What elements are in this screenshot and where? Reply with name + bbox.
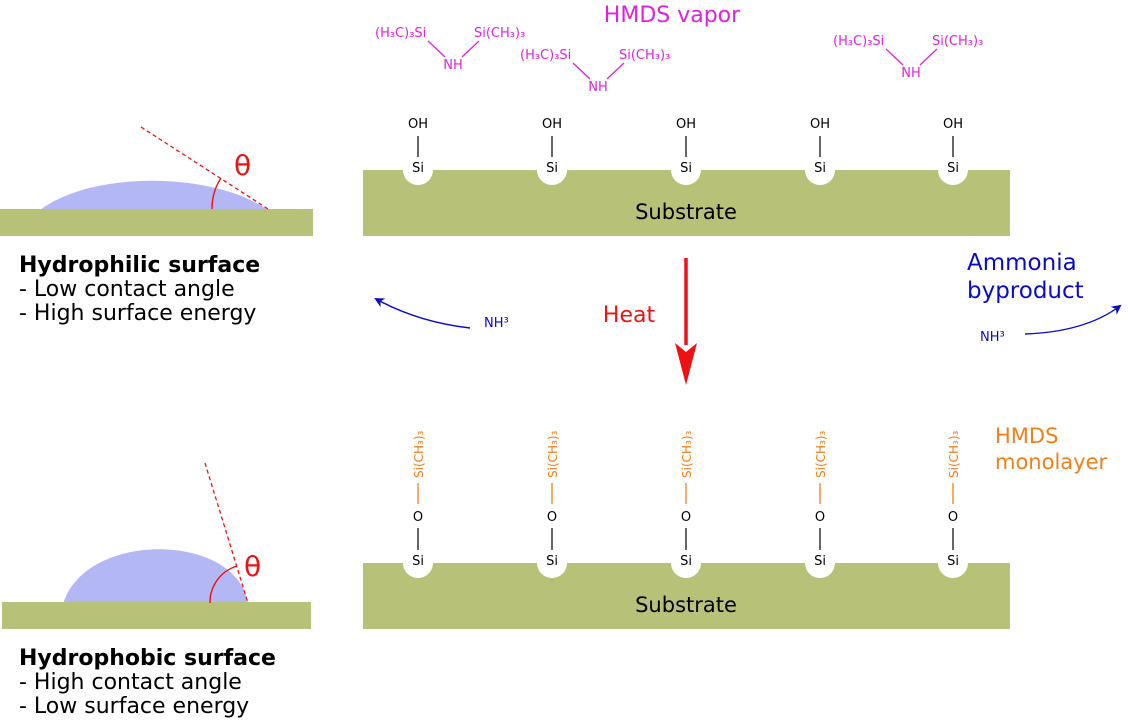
silanol-group: OH Si [542,117,562,176]
silanol-group: OH Si [943,117,963,176]
trimethylsilyl-label: Si(CH₃)₃ [546,430,560,478]
hydrophobic-title: Hydrophobic surface [19,646,276,671]
monolayer-label-line1: HMDS [995,424,1058,448]
hydrophobic-line2: - Low surface energy [19,694,249,719]
ammonia-label-line2: byproduct [967,278,1084,304]
hydrophilic-title: Hydrophilic surface [19,253,260,278]
hmds-left-group: (H₃C)₃Si [520,48,571,63]
substrate-bottom-label: Substrate [635,593,737,617]
hmds-nh: NH [588,80,608,95]
heat-arrow [675,258,697,385]
monolayer-label-line2: monolayer [995,450,1108,474]
hmds-nh: NH [901,66,921,81]
hydroxyl-label: OH [408,117,428,132]
silicon-label: Si [412,161,424,176]
oxygen-label: O [815,510,825,525]
silyl-ether-group: Si(CH₃)₃ O Si [680,430,694,569]
silicon-label: Si [680,161,692,176]
contact-angle-arc [211,177,222,210]
trimethylsilyl-label: Si(CH₃)₃ [680,430,694,478]
trimethylsilyl-label: Si(CH₃)₃ [814,430,828,478]
silicon-label: Si [947,554,959,569]
hydrophobic-droplet-figure: θ [2,462,311,629]
trimethylsilyl-label: Si(CH₃)₃ [947,430,961,478]
silicon-label: Si [814,554,826,569]
ammonia-arrow-left [374,298,471,329]
hmds-vapor-title: HMDS vapor [604,3,741,28]
hmds-nh: NH [443,58,463,73]
hydrophilic-line1: - Low contact angle [19,277,235,302]
ammonia-arrow-right [1024,304,1122,335]
contact-angle-arc [209,565,238,604]
theta-symbol: θ [244,550,261,583]
hydroxyl-label: OH [676,117,696,132]
ammonia-label-line1: Ammonia [967,250,1077,276]
hydrophilic-droplet-figure: θ [0,126,313,236]
hydrophilic-line2: - High surface energy [19,301,256,326]
oxygen-label: O [681,510,691,525]
silicon-label: Si [947,161,959,176]
trimethylsilyl-label: Si(CH₃)₃ [412,430,426,478]
hmds-molecule: (H₃C)₃Si Si(CH₃)₃ NH [520,48,670,95]
heat-label: Heat [603,303,656,328]
silicon-label: Si [546,161,558,176]
ammonia-formula-left: NH³ [484,316,509,331]
silanol-group: OH Si [676,117,696,176]
oxygen-label: O [547,510,557,525]
oxygen-label: O [413,510,423,525]
silyl-ether-group: Si(CH₃)₃ O Si [814,430,828,569]
silyl-ether-group: Si(CH₃)₃ O Si [947,430,961,569]
hmds-molecule: (H₃C)₃Si Si(CH₃)₃ NH [375,26,525,73]
hmds-right-group: Si(CH₃)₃ [932,34,983,49]
hydroxyl-label: OH [542,117,562,132]
water-droplet [40,180,268,210]
substrate-slab [2,602,311,629]
substrate-bottom [363,563,1010,629]
tangent-line [204,462,249,604]
hydroxyl-label: OH [810,117,830,132]
hmds-right-group: Si(CH₃)₃ [474,26,525,41]
substrate-top [363,170,1010,236]
silicon-label: Si [546,554,558,569]
silicon-label: Si [412,554,424,569]
silyl-ether-group: Si(CH₃)₃ O Si [412,430,426,569]
oxygen-label: O [948,510,958,525]
silicon-label: Si [814,161,826,176]
hmds-right-group: Si(CH₃)₃ [619,48,670,63]
hydrophobic-line1: - High contact angle [19,670,242,695]
water-droplet [63,549,248,604]
hmds-molecule: (H₃C)₃Si Si(CH₃)₃ NH [833,34,983,81]
substrate-slab [0,209,313,236]
hmds-left-group: (H₃C)₃Si [375,26,426,41]
substrate-top-label: Substrate [635,200,737,224]
silanol-group: OH Si [408,117,428,176]
silanol-group: OH Si [810,117,830,176]
hydroxyl-label: OH [943,117,963,132]
hmds-left-group: (H₃C)₃Si [833,34,884,49]
silyl-ether-group: Si(CH₃)₃ O Si [546,430,560,569]
ammonia-formula-right: NH³ [980,330,1005,345]
silicon-label: Si [680,554,692,569]
theta-symbol: θ [234,149,251,182]
